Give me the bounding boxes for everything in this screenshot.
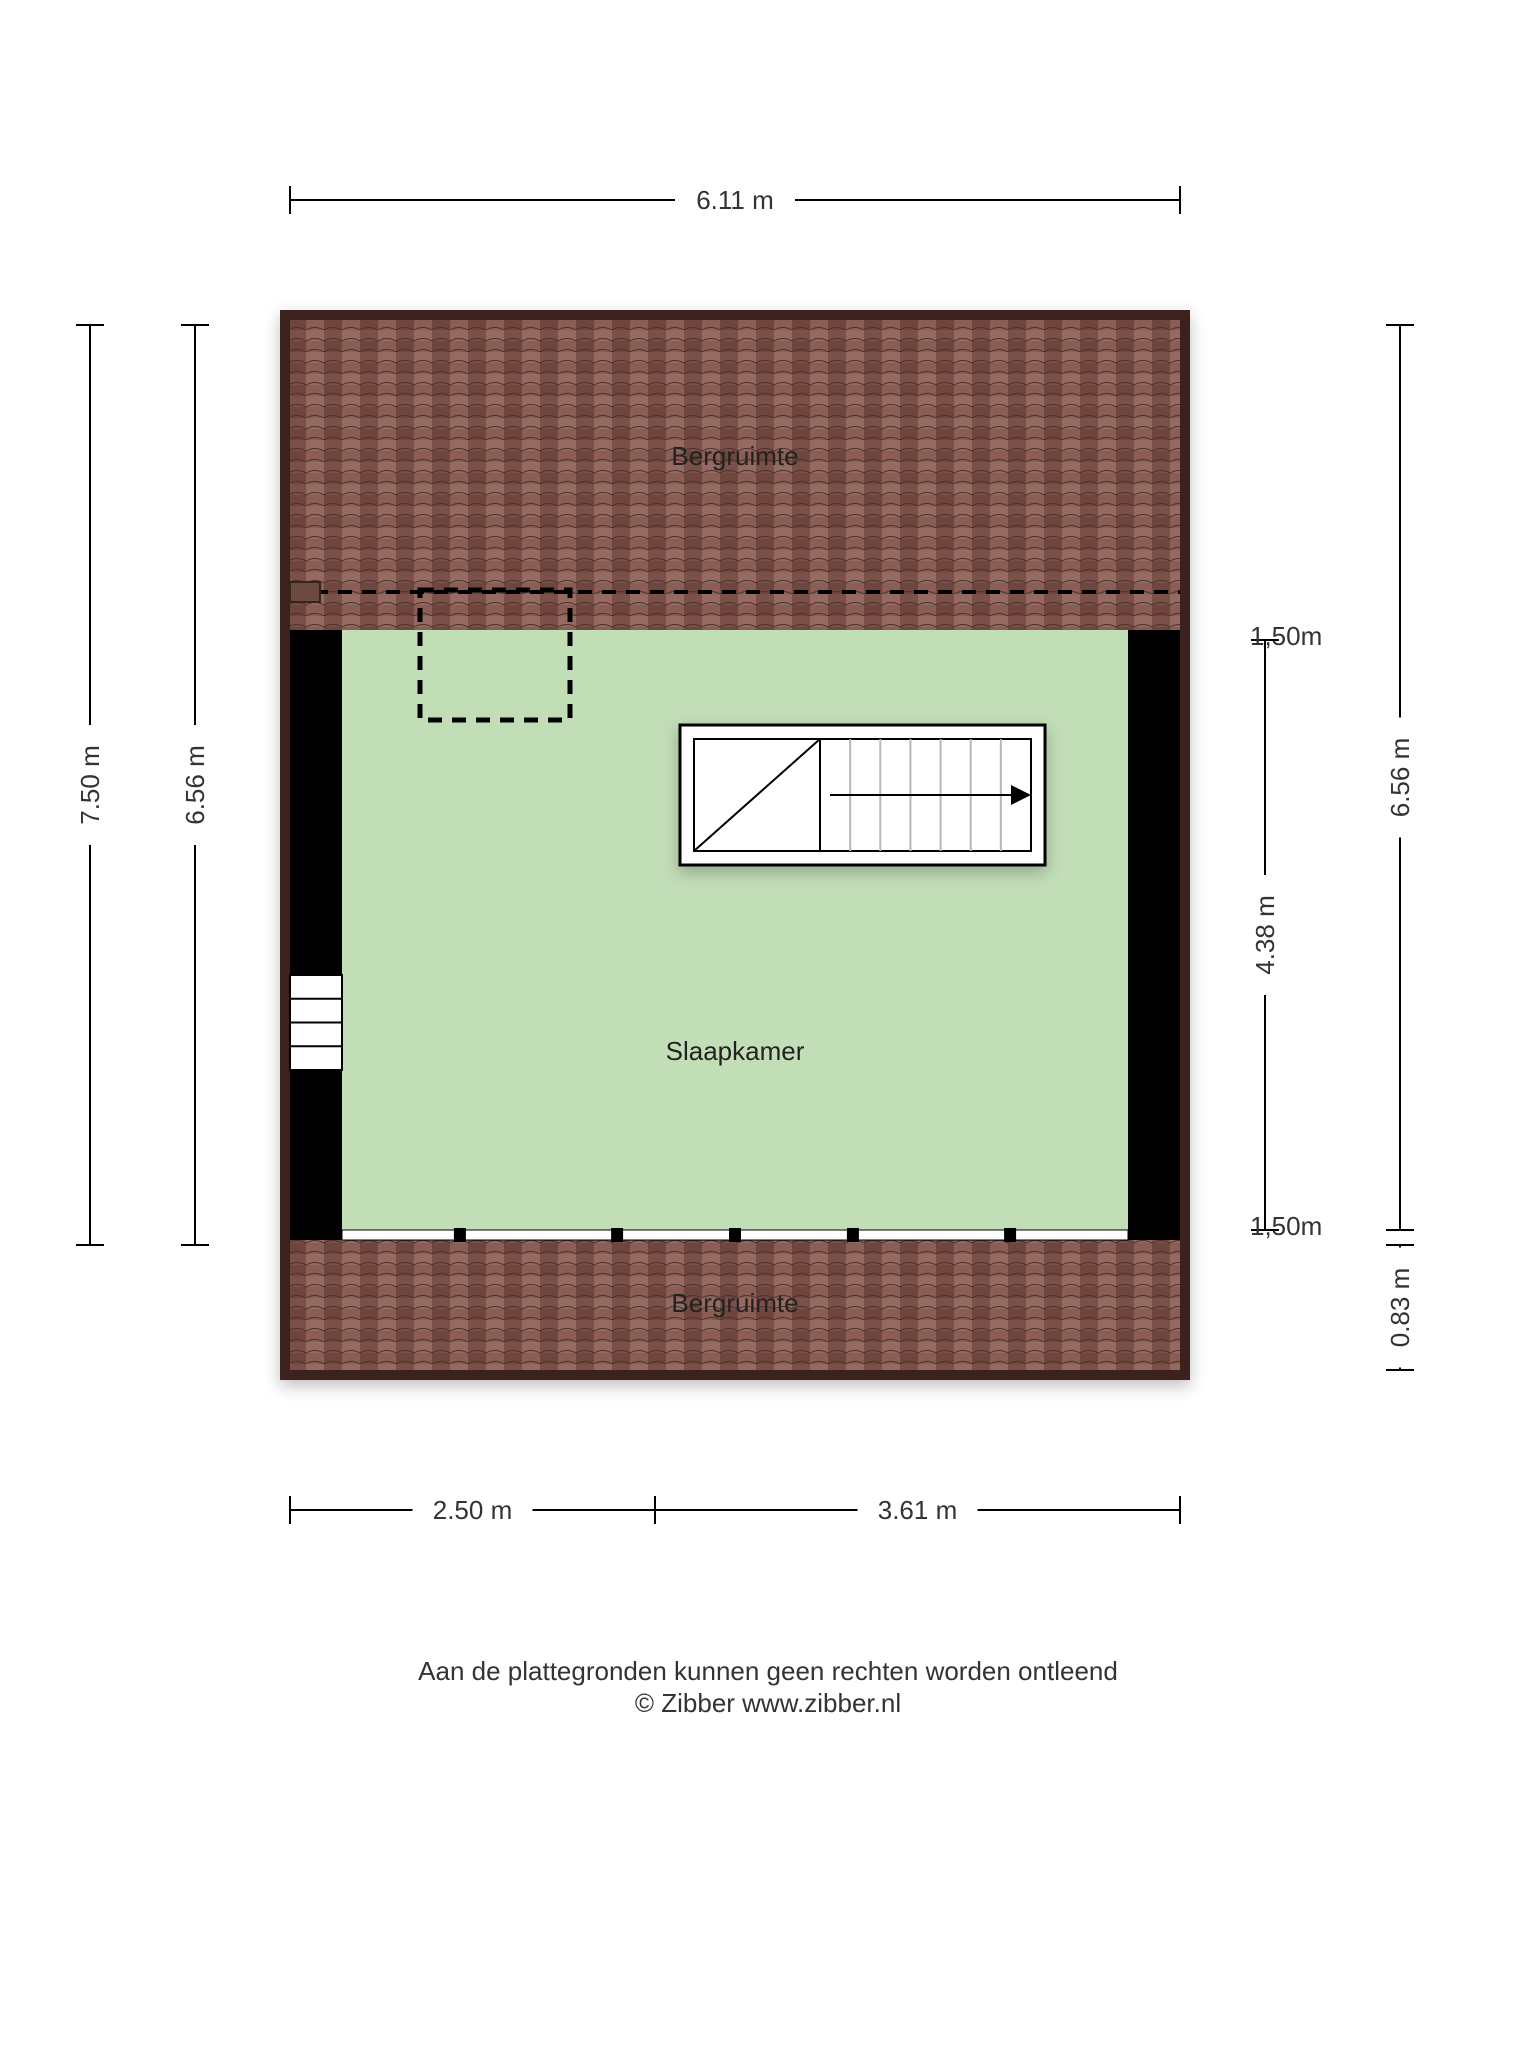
dim-left-inner-label: 6.56 m xyxy=(180,745,210,825)
room-slaapkamer xyxy=(290,630,1180,1240)
dim-right-mid-label: 4.38 m xyxy=(1250,895,1280,975)
floorplan-page: Bergruimte Slaapkamer Bergruimte 6.11 m 7.50… xyxy=(0,0,1536,2048)
footer-line2: © Zibber www.zibber.nl xyxy=(635,1688,901,1718)
dim-bottom-left-label: 2.50 m xyxy=(433,1495,513,1525)
dim-right-bottom-label: 1,50m xyxy=(1250,1211,1322,1241)
dim-right-outer-bottom-label: 0.83 m xyxy=(1385,1268,1415,1348)
wall-1 xyxy=(290,1070,342,1240)
wall-2 xyxy=(1128,630,1180,1240)
dim-right-top-label: 1,50m xyxy=(1250,621,1322,651)
dim-top-label: 6.11 m xyxy=(696,185,774,215)
wall-0 xyxy=(290,630,342,975)
dim-left-outer-label: 7.50 m xyxy=(75,745,105,825)
label-bergruimte-bottom: Bergruimte xyxy=(671,1288,798,1318)
label-slaapkamer: Slaapkamer xyxy=(666,1036,805,1066)
floorplan-svg: Bergruimte Slaapkamer Bergruimte 6.11 m 7.50… xyxy=(0,0,1536,2048)
roof-detail-left xyxy=(290,582,320,602)
roof-top xyxy=(290,320,1180,630)
dim-right-outer-label: 6.56 m xyxy=(1385,738,1415,818)
label-bergruimte-top: Bergruimte xyxy=(671,441,798,471)
footer-line1: Aan de plattegronden kunnen geen rechten… xyxy=(418,1656,1118,1686)
dim-bottom-right-label: 3.61 m xyxy=(878,1495,958,1525)
stairs xyxy=(680,725,1045,865)
